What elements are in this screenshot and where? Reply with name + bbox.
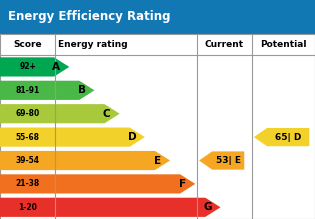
Polygon shape: [0, 104, 120, 123]
Polygon shape: [0, 81, 94, 100]
Text: 81-91: 81-91: [15, 86, 40, 95]
Text: 21-38: 21-38: [15, 179, 40, 188]
Polygon shape: [199, 151, 244, 170]
Text: G: G: [203, 202, 212, 212]
Polygon shape: [0, 57, 69, 76]
Text: E: E: [154, 155, 161, 166]
Polygon shape: [0, 151, 170, 170]
Polygon shape: [0, 127, 145, 147]
Text: 69-80: 69-80: [15, 109, 40, 118]
Text: C: C: [103, 109, 111, 119]
Polygon shape: [0, 174, 195, 194]
Text: 53| E: 53| E: [216, 156, 241, 165]
Text: F: F: [179, 179, 186, 189]
Text: 92+: 92+: [19, 62, 36, 71]
Bar: [0, 34, 315, 219]
Polygon shape: [0, 0, 315, 34]
Text: 65| D: 65| D: [275, 133, 301, 142]
Text: 55-68: 55-68: [15, 133, 40, 142]
Text: Score: Score: [13, 40, 42, 49]
Text: Current: Current: [205, 40, 244, 49]
Text: Energy Efficiency Rating: Energy Efficiency Rating: [8, 11, 170, 23]
Text: D: D: [128, 132, 136, 142]
Text: A: A: [52, 62, 60, 72]
Text: 39-54: 39-54: [15, 156, 40, 165]
Polygon shape: [254, 128, 309, 146]
Text: 1-20: 1-20: [18, 203, 37, 212]
Text: Energy rating: Energy rating: [58, 40, 128, 49]
Text: Potential: Potential: [260, 40, 307, 49]
Text: B: B: [77, 85, 86, 95]
Polygon shape: [0, 198, 220, 217]
